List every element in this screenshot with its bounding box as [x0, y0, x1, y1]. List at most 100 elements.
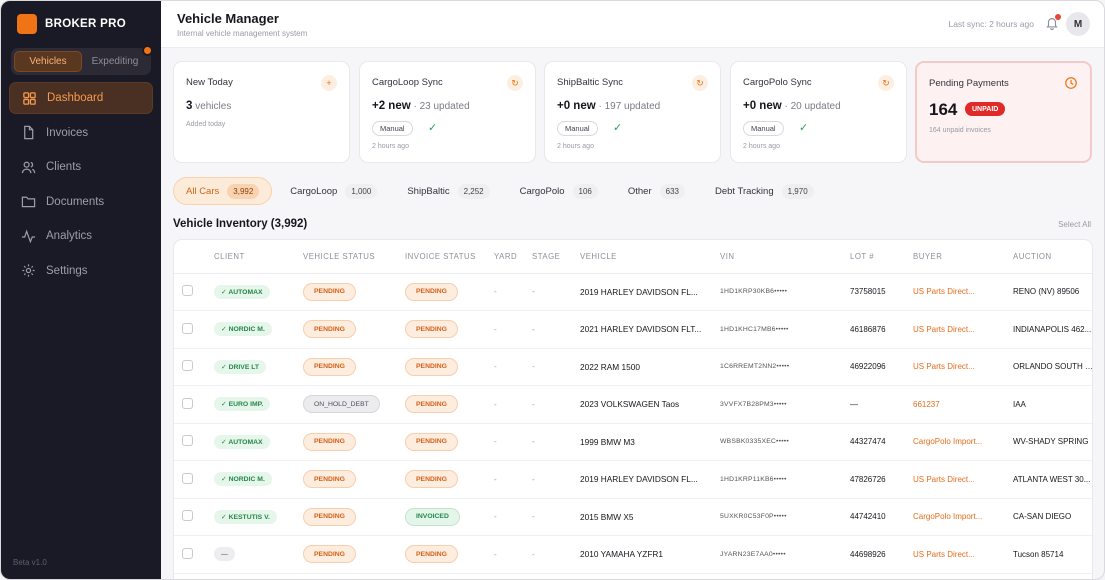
- invoice-status-badge[interactable]: PENDING: [405, 432, 458, 451]
- table-row[interactable]: ✓ AUTOMAX PENDING PENDING - -1999 BMW M3 WBSB…: [174, 423, 1092, 461]
- invoice-status-badge[interactable]: PENDING: [405, 320, 458, 339]
- vehicle-cell: 1999 BMW M3: [580, 423, 720, 461]
- col-lot[interactable]: LOT #: [850, 240, 913, 274]
- buyer-link[interactable]: US Parts Direct...: [913, 460, 1013, 499]
- table-row[interactable]: ✓ NORDIC M. PENDING PENDING - -2021 HARLEY D…: [174, 310, 1092, 349]
- vehicle-status-cell: PENDING: [303, 310, 405, 349]
- sidebar-item-settings[interactable]: Settings: [9, 255, 153, 287]
- invoice-status-badge[interactable]: PENDING: [405, 470, 458, 489]
- bell-icon[interactable]: [1045, 14, 1061, 31]
- table-row[interactable]: ✓ DRIVE LT PENDING PENDING - -2022 RAM 1500 1…: [174, 348, 1092, 386]
- buyer-link[interactable]: US Parts Direct...: [913, 535, 1013, 574]
- col-invoice-status[interactable]: INVOICE STATUS: [405, 240, 494, 274]
- vehicle-status-badge[interactable]: ON_HOLD_DEBT: [303, 395, 380, 414]
- select-all-button[interactable]: Select All: [1058, 220, 1091, 229]
- col-yard[interactable]: YARD: [494, 240, 532, 274]
- mode-expediting-button[interactable]: Expediting: [91, 56, 139, 67]
- table-header-row: CLIENT VEHICLE STATUS INVOICE STATUS YAR…: [174, 240, 1092, 274]
- users-icon: [21, 160, 36, 175]
- table-row[interactable]: ✓ KESTUTIS V. PENDING INVOICED - -2015 BMW X…: [174, 498, 1092, 536]
- check-icon: ✓: [428, 122, 438, 134]
- filter-debt-tracking[interactable]: Debt Tracking 1,970: [703, 177, 826, 205]
- buyer-link[interactable]: 661237: [913, 385, 1013, 424]
- gear-icon: [21, 263, 36, 278]
- invoice-status-badge[interactable]: PENDING: [405, 357, 458, 376]
- file-icon: [21, 125, 36, 140]
- invoice-status-badge[interactable]: INVOICED: [405, 507, 460, 526]
- col-stage[interactable]: STAGE: [532, 240, 580, 274]
- filter-cargopolo[interactable]: CargoPolo 106: [508, 177, 610, 205]
- row-checkbox[interactable]: [182, 547, 193, 559]
- buyer-link[interactable]: CargoPolo Import...: [913, 423, 1013, 461]
- manual-chip[interactable]: Manual: [557, 121, 598, 136]
- mode-vehicles-button[interactable]: Vehicles: [14, 51, 82, 72]
- row-checkbox[interactable]: [182, 285, 193, 297]
- avatar[interactable]: M: [1066, 12, 1090, 36]
- vehicle-status-cell: PENDING: [303, 498, 405, 536]
- row-checkbox[interactable]: [182, 397, 193, 409]
- vehicle-status-badge[interactable]: PENDING: [303, 507, 356, 526]
- card-shipbaltic-sync[interactable]: ShipBaltic Sync ↻ +0 new · 197 updated M…: [544, 61, 721, 163]
- col-vehicle[interactable]: VEHICLE: [580, 240, 720, 274]
- col-client[interactable]: CLIENT: [214, 240, 303, 274]
- row-select-cell: [174, 460, 214, 499]
- card-title: New Today: [186, 77, 233, 88]
- invoice-status-cell: PENDING: [405, 535, 494, 574]
- buyer-link[interactable]: US Parts Direct...: [913, 348, 1013, 386]
- row-checkbox[interactable]: [182, 360, 193, 372]
- buyer-link[interactable]: US Parts Direct...: [913, 273, 1013, 311]
- card-pending-payments[interactable]: Pending Payments 164 UNPAID 164 unpaid i…: [915, 61, 1092, 163]
- sidebar-item-documents[interactable]: Documents: [9, 186, 153, 218]
- refresh-icon[interactable]: ↻: [507, 75, 523, 91]
- refresh-icon[interactable]: ↻: [878, 75, 894, 91]
- sidebar-item-clients[interactable]: Clients: [9, 151, 153, 183]
- table-row[interactable]: — PENDING PENDING - -2010 YAMAHA YZFR1 JYARN2…: [174, 535, 1092, 574]
- invoice-status-badge[interactable]: PENDING: [405, 545, 458, 564]
- vin-cell: 1HD1KRP11KB6•••••: [720, 460, 850, 499]
- brand[interactable]: BROKER PRO: [17, 14, 126, 34]
- vehicle-status-badge[interactable]: PENDING: [303, 432, 356, 451]
- vehicle-status-badge[interactable]: PENDING: [303, 545, 356, 564]
- table-row[interactable]: ✓ EURO IMP. ON_HOLD_DEBT PENDING - -2023 VOL…: [174, 385, 1092, 424]
- vehicle-status-badge[interactable]: PENDING: [303, 470, 356, 489]
- card-new-today[interactable]: New Today + 3 vehicles Added today: [173, 61, 350, 163]
- summary-cards: New Today + 3 vehicles Added today Cargo…: [173, 61, 1093, 163]
- yard-cell: -: [494, 273, 532, 311]
- filter-cargoloop[interactable]: CargoLoop 1,000: [278, 177, 389, 205]
- manual-chip[interactable]: Manual: [743, 121, 784, 136]
- table-row[interactable]: ✓ NORDIC M. PENDING PENDING - -2019 HARLEY D…: [174, 460, 1092, 499]
- col-vin[interactable]: VIN: [720, 240, 850, 274]
- vehicle-status-badge[interactable]: PENDING: [303, 282, 356, 301]
- sidebar-item-invoices[interactable]: Invoices: [9, 117, 153, 149]
- invoice-status-cell: PENDING: [405, 310, 494, 349]
- row-checkbox[interactable]: [182, 435, 193, 447]
- card-cargopolo-sync[interactable]: CargoPolo Sync ↻ +0 new · 20 updated Man…: [730, 61, 907, 163]
- col-buyer[interactable]: BUYER: [913, 240, 1013, 274]
- col-vehicle-status[interactable]: VEHICLE STATUS: [303, 240, 405, 274]
- col-auction[interactable]: AUCTION: [1013, 240, 1092, 274]
- vehicle-status-badge[interactable]: PENDING: [303, 357, 356, 376]
- card-cargoloop-sync[interactable]: CargoLoop Sync ↻ +2 new · 23 updated Man…: [359, 61, 536, 163]
- filter-shipbaltic[interactable]: ShipBaltic 2,252: [395, 177, 501, 205]
- card-meta: 164 unpaid invoices: [929, 127, 991, 134]
- manual-chip[interactable]: Manual: [372, 121, 413, 136]
- row-checkbox[interactable]: [182, 510, 193, 522]
- refresh-icon[interactable]: ↻: [692, 75, 708, 91]
- stage-cell: -: [532, 385, 580, 424]
- row-checkbox[interactable]: [182, 472, 193, 484]
- invoice-status-badge[interactable]: PENDING: [405, 395, 458, 414]
- filter-all-cars[interactable]: All Cars 3,992: [173, 177, 273, 205]
- row-checkbox[interactable]: [182, 322, 193, 334]
- vehicle-status-badge[interactable]: PENDING: [303, 320, 356, 339]
- sidebar-item-dashboard[interactable]: Dashboard: [9, 82, 153, 114]
- invoice-status-badge[interactable]: PENDING: [405, 282, 458, 301]
- row-select-cell: [174, 535, 214, 574]
- table-row[interactable]: ✓ AUTOMAX PENDING PENDING - -2019 HARLEY DAV…: [174, 273, 1092, 311]
- invoice-status-cell: PENDING: [405, 423, 494, 461]
- sidebar-item-analytics[interactable]: Analytics: [9, 220, 153, 252]
- buyer-link[interactable]: CargoPolo Import...: [913, 498, 1013, 536]
- filter-count: 106: [572, 183, 598, 199]
- filter-other[interactable]: Other 633: [616, 177, 697, 205]
- client-chip: ✓ AUTOMAX: [214, 284, 270, 299]
- buyer-link[interactable]: US Parts Direct...: [913, 310, 1013, 349]
